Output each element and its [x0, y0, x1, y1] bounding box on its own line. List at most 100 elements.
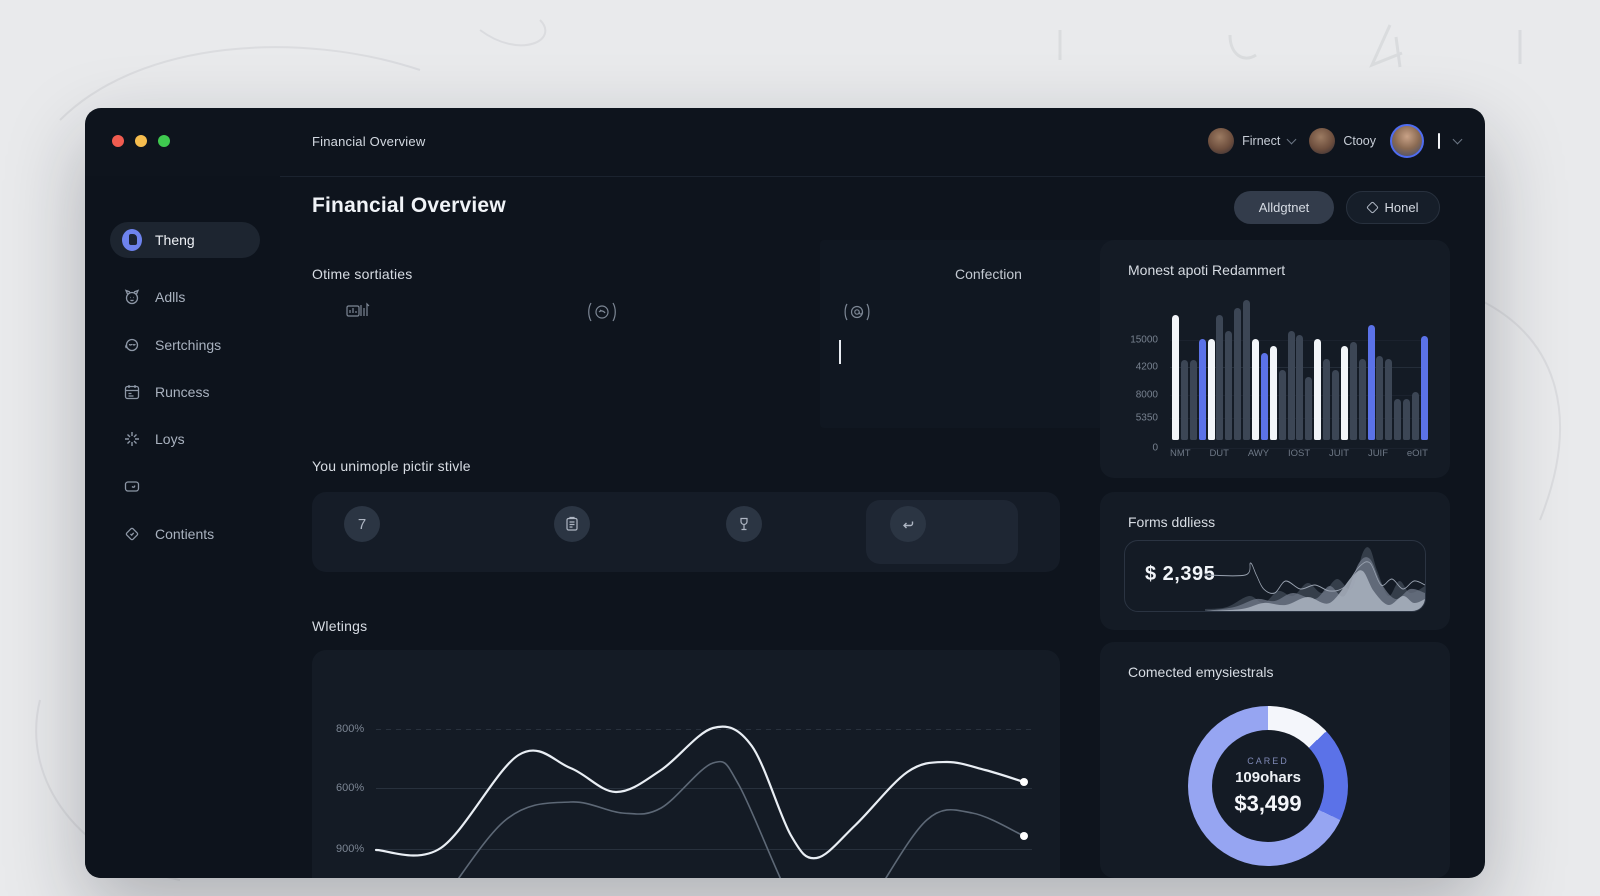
- confection-link[interactable]: Confection: [955, 266, 1022, 282]
- topbar-title: Financial Overview: [312, 134, 426, 149]
- line-chart: [374, 725, 1028, 878]
- avatar: [1309, 128, 1336, 154]
- sparkle-icon: [122, 429, 142, 449]
- wletings-section-title: Wletings: [312, 618, 368, 634]
- bar: [1385, 359, 1393, 440]
- bar: [1243, 300, 1251, 440]
- at-paren-icon: [840, 298, 1070, 324]
- bar: [1180, 360, 1188, 440]
- header-buttons: Alldgtnet Honel: [1234, 191, 1440, 224]
- current-user-avatar[interactable]: [1390, 124, 1424, 158]
- bar-chart-bars: [1172, 300, 1428, 440]
- bar-chart-x-tick: DUT: [1209, 448, 1229, 459]
- stat-value: [839, 337, 1070, 370]
- tanclider-highlight-card: [866, 500, 1018, 564]
- topbar: Financial Overview Firnect Ctooy: [85, 108, 1485, 176]
- window-controls: [112, 135, 170, 147]
- forms-value-box: $ 2,395: [1124, 540, 1426, 612]
- gridline: [376, 849, 1032, 850]
- bar: [1403, 399, 1411, 440]
- bar: [1332, 370, 1340, 440]
- bar-chart-y-tick: 8000: [1135, 389, 1158, 401]
- trophy-icon: [726, 506, 762, 542]
- sidebar-item-label: Sertchings: [155, 337, 222, 353]
- bar-chart-title: Monest apoti Redammert: [1128, 262, 1286, 278]
- sidebar-item-sertchings[interactable]: Sertchings: [110, 327, 260, 363]
- seven-badge: 7: [344, 506, 380, 542]
- bar: [1287, 331, 1295, 440]
- zoom-window-button[interactable]: [158, 135, 170, 147]
- chevron-down-icon[interactable]: [1452, 134, 1463, 145]
- sidebar-item-adlls[interactable]: Adlls: [110, 279, 260, 315]
- avatar: [1208, 128, 1235, 154]
- line-chart-y-tick: 800%: [336, 723, 365, 735]
- bar: [1198, 339, 1206, 440]
- metric-item-hustue[interactable]: 7: [344, 506, 392, 542]
- bar: [1278, 370, 1286, 440]
- bar: [1172, 315, 1179, 440]
- stats-section-title: Otime sortiaties: [312, 266, 413, 282]
- sidebar-item-label: Adlls: [155, 289, 186, 305]
- bar-chart-y-tick: 15000: [1130, 334, 1158, 346]
- bar: [1305, 377, 1313, 440]
- bar: [1260, 353, 1268, 440]
- mini-chart-icon: [345, 298, 575, 324]
- user-menu-firnect[interactable]: Firnect: [1208, 128, 1297, 154]
- donut-card-title: Comected emysiestrals: [1128, 664, 1274, 680]
- stat-card: [839, 298, 1070, 370]
- line-chart-y-tick: 900%: [336, 843, 365, 855]
- page-title: Financial Overview: [312, 194, 506, 217]
- user-menu-ctooy[interactable]: Ctooy: [1309, 128, 1376, 154]
- stat-card: [585, 298, 815, 337]
- bar: [1314, 339, 1322, 440]
- stat-card: [345, 298, 575, 337]
- forms-card-title: Forms ddliess: [1128, 514, 1216, 530]
- sidebar-item-theng[interactable]: Theng: [110, 222, 260, 258]
- gridline: [376, 729, 1032, 730]
- close-window-button[interactable]: [112, 135, 124, 147]
- alldgtnet-button[interactable]: Alldgtnet: [1234, 191, 1334, 224]
- clipboard-icon: [554, 506, 590, 542]
- app-window: Financial Overview Firnect Ctooy Theng Ad…: [85, 108, 1485, 878]
- bar: [1252, 339, 1260, 440]
- text-cursor: [839, 340, 841, 364]
- bar: [1269, 346, 1277, 440]
- bar-chart-x-tick: IOST: [1287, 448, 1311, 459]
- minimize-window-button[interactable]: [135, 135, 147, 147]
- cursor-divider: [1438, 133, 1440, 149]
- donut-center: CARED 109ohars $3,499: [1212, 730, 1324, 842]
- bar: [1394, 399, 1402, 440]
- bar-chart-x-tick: JUIT: [1329, 448, 1350, 459]
- metric-item-tanclider[interactable]: [890, 506, 938, 542]
- metric-item-luocings[interactable]: [554, 506, 602, 542]
- bar: [1189, 360, 1197, 440]
- sidebar-item-loys[interactable]: Loys: [110, 421, 260, 457]
- bar: [1296, 335, 1304, 440]
- button-label: Alldgtnet: [1258, 200, 1310, 215]
- bar-chart-card: Monest apoti Redammert 15000 4200 8000 5350…: [1100, 240, 1450, 478]
- bar: [1349, 342, 1357, 440]
- honel-button[interactable]: Honel: [1346, 191, 1440, 224]
- sidebar-item-runcess[interactable]: Runcess: [110, 374, 260, 410]
- bar: [1420, 336, 1428, 440]
- bar: [1216, 315, 1224, 440]
- stats-backdrop-panel: [820, 240, 1143, 428]
- chevron-down-icon: [1286, 134, 1297, 145]
- sidebar: Theng Adlls Sertchings Runcess Loys Contients: [85, 176, 280, 878]
- donut-count: 109ohars: [1235, 768, 1301, 786]
- metric-item-her-view[interactable]: [726, 506, 774, 542]
- topbar-user-area: Firnect Ctooy: [1208, 124, 1463, 158]
- bar: [1323, 359, 1331, 440]
- bar: [1225, 331, 1233, 440]
- diamond-icon: [1365, 201, 1379, 214]
- metrics-bar: 7: [312, 492, 1060, 572]
- sidebar-item-chat[interactable]: [110, 469, 260, 505]
- bar: [1358, 359, 1366, 440]
- bar: [1412, 392, 1420, 440]
- mascot-icon: [122, 287, 142, 307]
- bar-chart-x-tick: eOIT: [1406, 448, 1428, 459]
- gear-doodle-icon: [122, 335, 142, 355]
- donut-card: Comected emysiestrals CARED 109ohars $3,…: [1100, 642, 1450, 878]
- sidebar-item-contients[interactable]: Contients: [110, 516, 260, 552]
- sidebar-item-label: Runcess: [155, 384, 210, 400]
